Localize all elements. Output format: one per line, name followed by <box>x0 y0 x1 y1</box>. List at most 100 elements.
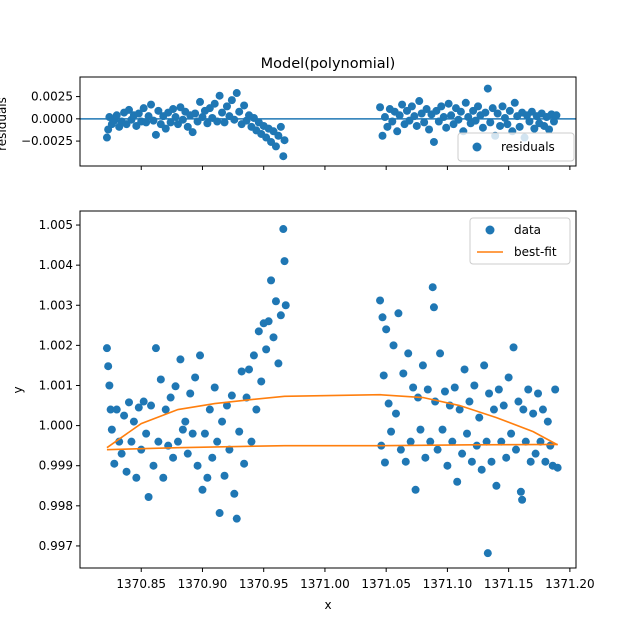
data-point <box>448 437 457 446</box>
data-point <box>262 345 271 354</box>
data-points <box>102 225 562 558</box>
y-tick-label: 0.997 <box>39 539 73 553</box>
data-point <box>463 429 471 438</box>
residual-point <box>503 120 512 129</box>
data-point <box>230 489 239 498</box>
y-tick-label: 1.002 <box>39 338 73 352</box>
residuals-legend-marker <box>472 142 482 152</box>
data-point <box>240 459 249 468</box>
data-point <box>218 417 227 426</box>
data-point <box>489 405 498 414</box>
data-point <box>472 441 481 450</box>
best-fit-legend-label: best-fit <box>514 245 557 259</box>
data-point <box>507 429 516 438</box>
data-point <box>215 509 224 518</box>
data-point <box>553 463 562 472</box>
y-tick-label: 0.999 <box>39 459 73 473</box>
data-point <box>455 405 464 414</box>
residual-point <box>222 102 231 111</box>
data-point <box>418 361 427 370</box>
data-point <box>406 437 415 446</box>
data-point <box>252 405 261 414</box>
data-point <box>161 405 170 414</box>
residual-point <box>154 106 163 115</box>
data-point <box>521 437 530 446</box>
data-point <box>504 373 513 382</box>
residuals-legend: residuals <box>457 132 575 162</box>
residual-point <box>102 133 111 142</box>
data-point <box>105 381 114 390</box>
data-point <box>280 257 289 266</box>
data-point <box>274 359 283 368</box>
data-point <box>112 405 121 414</box>
data-point <box>485 389 494 398</box>
residual-point <box>415 97 424 106</box>
data-legend-label: data <box>514 223 541 237</box>
residual-point <box>393 127 402 136</box>
residual-point <box>461 98 470 107</box>
data-point <box>220 471 229 480</box>
data-point <box>279 225 288 234</box>
residual-point <box>447 111 456 120</box>
data-point <box>132 473 141 482</box>
residual-point <box>139 104 148 113</box>
y-tick-label: 1.000 <box>39 419 73 433</box>
data-point <box>460 365 469 374</box>
data-point <box>429 303 438 312</box>
best-fit-line <box>106 393 559 449</box>
residual-point <box>112 111 121 120</box>
residual-point <box>235 107 244 116</box>
chart-title: Model(polynomial) <box>261 56 396 72</box>
data-point <box>173 437 182 446</box>
data-point <box>404 349 413 358</box>
residual-point <box>188 128 197 137</box>
data-point <box>176 355 185 364</box>
residual-point <box>530 124 539 133</box>
residual-point <box>395 111 404 120</box>
data-point <box>225 445 234 454</box>
data-point <box>104 362 113 371</box>
data-point <box>482 437 491 446</box>
data-point <box>102 344 111 353</box>
data-point <box>409 383 418 392</box>
residual-point <box>510 98 519 107</box>
y-tick-label: 1.001 <box>39 378 73 392</box>
data-point <box>511 445 520 454</box>
data-point <box>106 405 115 414</box>
data-point <box>151 344 160 353</box>
data-point <box>382 325 391 334</box>
data-point <box>467 457 476 466</box>
data-point <box>208 453 217 462</box>
data-point <box>423 385 432 394</box>
y-tick-label: 0.0000 <box>31 112 73 126</box>
data-point <box>249 351 258 360</box>
residual-point <box>493 109 502 118</box>
data-point <box>391 409 400 418</box>
residual-point <box>142 118 151 127</box>
data-point <box>399 369 408 378</box>
data-point <box>191 373 200 382</box>
residual-point <box>232 89 241 98</box>
x-axis-label: x <box>324 598 331 612</box>
residual-point <box>380 113 389 122</box>
data-point <box>509 343 518 352</box>
data-point <box>117 449 126 458</box>
residual-point <box>429 137 438 146</box>
residual-point <box>166 118 175 127</box>
residual-point <box>437 102 446 111</box>
data-point <box>227 391 236 400</box>
x-tick-label: 1370.95 <box>239 577 289 591</box>
x-tick-label: 1370.85 <box>116 577 166 591</box>
data-point <box>492 481 501 490</box>
data-point <box>124 398 133 407</box>
residual-point <box>171 113 180 122</box>
residual-point <box>420 118 429 127</box>
data-point <box>551 385 560 394</box>
data-point <box>421 453 430 462</box>
data-point <box>494 385 503 394</box>
data-point <box>483 549 492 558</box>
data-point <box>378 313 387 322</box>
residual-point <box>488 104 497 113</box>
